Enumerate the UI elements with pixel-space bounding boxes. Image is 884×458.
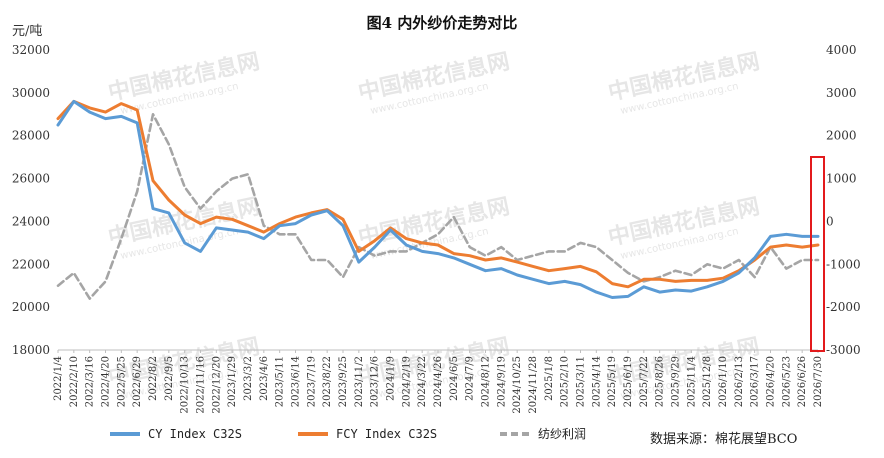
x-tick-label: 2022/5/25 xyxy=(116,356,127,407)
y-right-tick-label: 2000 xyxy=(826,129,857,143)
y-right-tick-label: 0 xyxy=(826,214,834,228)
series-line xyxy=(56,99,820,289)
y-left-tick-label: 26000 xyxy=(12,172,50,186)
x-tick-label: 2023/11/2 xyxy=(354,356,365,407)
x-tick-label: 2024/4/26 xyxy=(433,356,444,407)
x-tick-label: 2025/6/19 xyxy=(623,356,634,407)
x-tick-label: 2023/8/22 xyxy=(322,356,333,407)
legend-label: FCY Index C32S xyxy=(336,427,437,441)
series-layer xyxy=(56,99,820,300)
x-tick-label: 2022/10/13 xyxy=(180,356,191,414)
y-right-tick-label: -3000 xyxy=(826,343,861,357)
y-left-tick-label: 22000 xyxy=(12,257,50,271)
x-tick-label: 2023/6/14 xyxy=(291,356,302,407)
x-tick-label: 2024/6/5 xyxy=(449,356,460,401)
y-left-tick-label: 18000 xyxy=(12,343,50,357)
x-tick-label: 2023/3/2 xyxy=(243,356,254,401)
x-tick-label: 2025/2/10 xyxy=(560,356,571,407)
x-tick-label: 2025/4/14 xyxy=(591,356,602,407)
legend-label: CY Index C32S xyxy=(148,427,242,441)
x-tick-label: 2025/9/29 xyxy=(671,356,682,407)
x-tick-label: 2023/12/6 xyxy=(370,356,381,407)
x-axis: 2022/1/4 2022/2/10 2022/3/16 2022/4/20 2022/… xyxy=(53,349,824,414)
x-tick-label: 2024/8/12 xyxy=(481,356,492,407)
y-left-tick-label: 32000 xyxy=(12,43,50,57)
x-tick-label: 2026/7/30 xyxy=(813,356,824,407)
x-tick-label: 2025/1/8 xyxy=(544,356,555,401)
x-tick-label: 2022/9/5 xyxy=(164,356,175,401)
legend-label: 纺纱利润 xyxy=(538,427,586,441)
x-tick-label: 2026/5/23 xyxy=(781,356,792,407)
x-tick-label: 2022/1/4 xyxy=(53,356,64,401)
right-y-axis: -3000 -2000 -1000 0 1000 2000 3000 4000 xyxy=(826,43,861,357)
x-tick-label: 2025/3/11 xyxy=(576,356,587,407)
data-source-label: 数据来源：棉花展望BCO xyxy=(650,432,798,447)
x-tick-label: 2025/7/22 xyxy=(639,356,650,407)
y-axis-unit-label: 元/吨 xyxy=(12,24,43,39)
x-tick-label: 2022/12/20 xyxy=(211,356,222,414)
y-left-tick-label: 24000 xyxy=(12,214,50,228)
x-tick-label: 2022/6/29 xyxy=(132,356,143,407)
x-tick-label: 2023/1/29 xyxy=(227,356,238,407)
x-tick-label: 2023/4/6 xyxy=(259,356,270,401)
chart-title: 图4 内外纱价走势对比 xyxy=(366,14,518,32)
x-tick-label: 2023/7/19 xyxy=(306,356,317,407)
x-tick-label: 2024/10/25 xyxy=(512,356,523,414)
x-tick-label: 2026/3/17 xyxy=(750,356,761,407)
y-right-tick-label: 3000 xyxy=(826,86,857,100)
y-left-tick-label: 30000 xyxy=(12,86,50,100)
x-tick-label: 2024/1/9 xyxy=(386,356,397,401)
x-tick-label: 2023/5/11 xyxy=(275,356,286,407)
legend: CY Index C32S FCY Index C32S 纺纱利润 xyxy=(110,427,586,441)
x-tick-label: 2024/11/28 xyxy=(528,356,539,414)
x-tick-label: 2026/2/13 xyxy=(734,356,745,407)
y-left-tick-label: 20000 xyxy=(12,300,50,314)
x-tick-label: 2022/4/20 xyxy=(101,356,112,407)
x-tick-label: 2025/11/4 xyxy=(686,356,697,407)
x-tick-label: 2022/2/10 xyxy=(69,356,80,407)
y-right-tick-label: -1000 xyxy=(826,257,861,271)
left-y-axis: 18000 20000 22000 24000 26000 28000 30000 32000 xyxy=(12,43,50,357)
x-tick-label: 2025/12/8 xyxy=(702,356,713,407)
x-tick-label: 2023/9/25 xyxy=(338,356,349,407)
x-tick-label: 2024/2/19 xyxy=(401,356,412,407)
x-tick-label: 2022/8/2 xyxy=(148,356,159,401)
x-tick-label: 2022/11/16 xyxy=(196,356,207,414)
y-right-tick-label: 1000 xyxy=(826,172,857,186)
x-tick-label: 2022/3/16 xyxy=(85,356,96,407)
y-right-tick-label: -2000 xyxy=(826,300,861,314)
highlight-box xyxy=(810,156,825,352)
x-tick-label: 2024/7/9 xyxy=(465,356,476,401)
series-line xyxy=(56,99,820,299)
y-left-tick-label: 28000 xyxy=(12,129,50,143)
x-tick-label: 2024/3/22 xyxy=(417,356,428,407)
series-line xyxy=(56,113,820,300)
x-tick-label: 2024/9/19 xyxy=(496,356,507,407)
x-tick-label: 2025/5/19 xyxy=(607,356,618,407)
x-tick-label: 2025/8/26 xyxy=(655,356,666,407)
x-tick-label: 2026/6/26 xyxy=(797,356,808,407)
y-right-tick-label: 4000 xyxy=(826,43,857,57)
x-tick-label: 2026/1/10 xyxy=(718,356,729,407)
x-tick-label: 2026/4/20 xyxy=(766,356,777,407)
